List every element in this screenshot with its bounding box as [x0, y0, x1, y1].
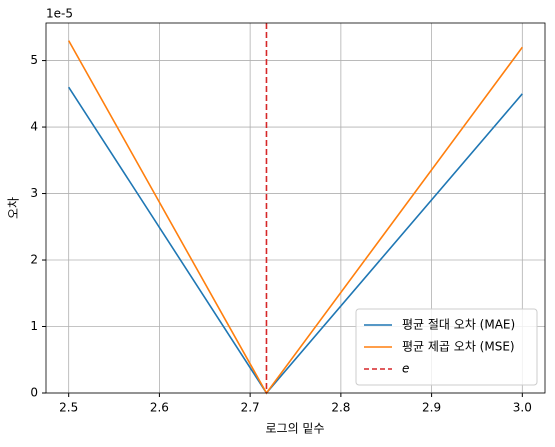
x-axis-label: 로그의 밑수 — [265, 422, 324, 436]
y-tick-label: 2 — [30, 253, 38, 267]
legend-label: 평균 절대 오차 (MAE) — [402, 318, 515, 332]
x-tick-label: 3.0 — [513, 401, 532, 415]
x-tick-label: 2.7 — [241, 401, 260, 415]
y-axis-label: 오차 — [7, 197, 21, 219]
y-tick-label: 1 — [30, 319, 38, 333]
y-tick-label: 3 — [30, 186, 38, 200]
x-tick-label: 2.5 — [59, 401, 78, 415]
y-tick-label: 5 — [30, 53, 38, 67]
legend-label: 평균 제곱 오차 (MSE) — [402, 340, 515, 354]
plot-frame — [45, 22, 546, 394]
x-tick-label: 2.6 — [150, 401, 169, 415]
x-tick-label: 2.8 — [331, 401, 350, 415]
y-tick-label: 4 — [30, 120, 38, 134]
y-tick-label: 0 — [30, 386, 38, 400]
x-tick-label: 2.9 — [422, 401, 441, 415]
y-offset-label: 1e-5 — [46, 7, 73, 21]
legend: 평균 절대 오차 (MAE) 평균 제곱 오차 (MSE) e — [355, 308, 538, 386]
legend-label: e — [402, 362, 409, 376]
legend-box — [355, 308, 538, 386]
